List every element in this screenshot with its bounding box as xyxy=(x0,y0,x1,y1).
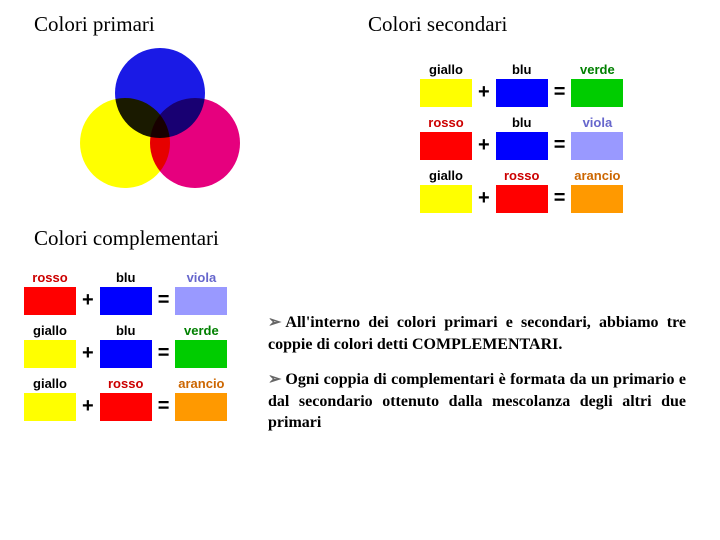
color-swatch xyxy=(175,340,227,368)
swatch-b: blu xyxy=(100,270,152,315)
description-paragraph-1: ➢All'interno dei colori primari e second… xyxy=(268,312,686,355)
secondary-colors-table: giallo+blu=verderosso+blu=violagiallo+ro… xyxy=(420,62,623,221)
color-swatch xyxy=(571,132,623,160)
swatch-label: rosso xyxy=(32,270,67,285)
plus-symbol: + xyxy=(476,187,492,213)
color-equation-row: rosso + blu = viola xyxy=(24,270,227,315)
venn-circle-magenta xyxy=(150,98,240,188)
color-equation-row: giallo + blu = verde xyxy=(24,323,227,368)
swatch-a: giallo xyxy=(24,323,76,368)
color-swatch xyxy=(420,132,472,160)
swatch-b: blu xyxy=(496,62,548,107)
equals-symbol: = xyxy=(156,395,172,421)
equals-symbol: = xyxy=(552,187,568,213)
plus-symbol: + xyxy=(476,134,492,160)
bullet-icon: ➢ xyxy=(268,371,281,388)
swatch-a: giallo xyxy=(420,62,472,107)
color-swatch xyxy=(24,340,76,368)
swatch-result: verde xyxy=(175,323,227,368)
color-swatch xyxy=(175,393,227,421)
plus-symbol: + xyxy=(80,395,96,421)
swatch-a: giallo xyxy=(24,376,76,421)
swatch-label: blu xyxy=(512,62,532,77)
swatch-b: blu xyxy=(496,115,548,160)
color-swatch xyxy=(571,185,623,213)
equals-symbol: = xyxy=(156,342,172,368)
color-swatch xyxy=(420,79,472,107)
primary-colors-title: Colori primari xyxy=(34,12,155,37)
color-swatch xyxy=(100,340,152,368)
swatch-label: giallo xyxy=(33,323,67,338)
color-equation-row: giallo + rosso = arancio xyxy=(24,376,227,421)
color-swatch xyxy=(175,287,227,315)
swatch-label: giallo xyxy=(429,62,463,77)
swatch-label: giallo xyxy=(429,168,463,183)
plus-symbol: + xyxy=(80,342,96,368)
swatch-result: viola xyxy=(175,270,227,315)
description-paragraph-2: ➢Ogni coppia di complementari è formata … xyxy=(268,369,686,434)
swatch-label: giallo xyxy=(33,376,67,391)
swatch-result: verde xyxy=(571,62,623,107)
swatch-label: blu xyxy=(116,270,136,285)
color-equation-row: giallo + rosso = arancio xyxy=(420,168,623,213)
swatch-label: rosso xyxy=(504,168,539,183)
color-equation-row: giallo + blu = verde xyxy=(420,62,623,107)
plus-symbol: + xyxy=(476,81,492,107)
swatch-label: arancio xyxy=(178,376,224,391)
equals-symbol: = xyxy=(552,81,568,107)
swatch-label: blu xyxy=(512,115,532,130)
swatch-result: viola xyxy=(571,115,623,160)
swatch-a: rosso xyxy=(420,115,472,160)
color-swatch xyxy=(24,393,76,421)
swatch-result: arancio xyxy=(175,376,227,421)
color-swatch xyxy=(24,287,76,315)
swatch-a: rosso xyxy=(24,270,76,315)
swatch-label: rosso xyxy=(108,376,143,391)
swatch-label: rosso xyxy=(428,115,463,130)
color-swatch xyxy=(496,79,548,107)
color-swatch xyxy=(100,393,152,421)
swatch-b: rosso xyxy=(496,168,548,213)
swatch-label: viola xyxy=(187,270,217,285)
color-swatch xyxy=(496,185,548,213)
swatch-label: blu xyxy=(116,323,136,338)
swatch-label: viola xyxy=(583,115,613,130)
primary-colors-venn xyxy=(70,48,250,198)
swatch-label: arancio xyxy=(574,168,620,183)
color-swatch xyxy=(571,79,623,107)
description-text: ➢All'interno dei colori primari e second… xyxy=(268,312,686,448)
color-swatch xyxy=(420,185,472,213)
swatch-result: arancio xyxy=(571,168,623,213)
swatch-label: verde xyxy=(580,62,615,77)
swatch-a: giallo xyxy=(420,168,472,213)
swatch-b: blu xyxy=(100,323,152,368)
color-equation-row: rosso + blu = viola xyxy=(420,115,623,160)
bullet-icon: ➢ xyxy=(268,314,281,331)
color-swatch xyxy=(496,132,548,160)
equals-symbol: = xyxy=(156,289,172,315)
plus-symbol: + xyxy=(80,289,96,315)
complementary-colors-table: rosso+blu=violagiallo+blu=verdegiallo+ro… xyxy=(24,270,227,429)
equals-symbol: = xyxy=(552,134,568,160)
color-swatch xyxy=(100,287,152,315)
secondary-colors-title: Colori secondari xyxy=(368,12,507,37)
swatch-b: rosso xyxy=(100,376,152,421)
swatch-label: verde xyxy=(184,323,219,338)
complementary-colors-title: Colori complementari xyxy=(34,226,219,251)
